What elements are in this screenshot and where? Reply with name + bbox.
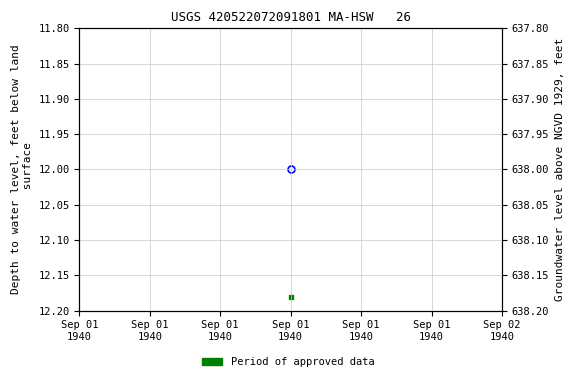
Title: USGS 420522072091801 MA-HSW   26: USGS 420522072091801 MA-HSW 26 [170,11,411,24]
Legend: Period of approved data: Period of approved data [198,353,378,371]
Y-axis label: Groundwater level above NGVD 1929, feet: Groundwater level above NGVD 1929, feet [555,38,564,301]
Y-axis label: Depth to water level, feet below land
 surface: Depth to water level, feet below land su… [12,45,33,294]
